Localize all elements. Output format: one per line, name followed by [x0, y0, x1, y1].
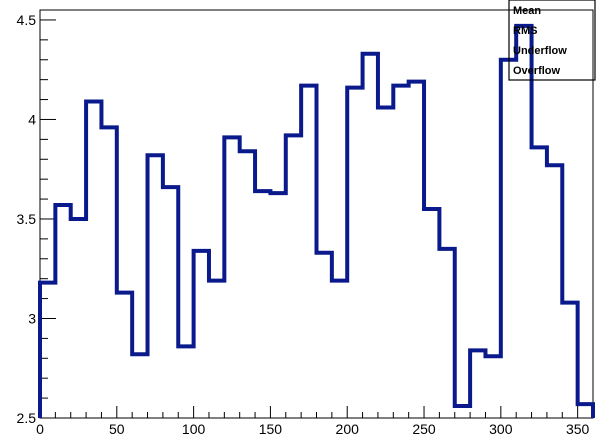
y-tick-label: 4.5 — [17, 12, 37, 28]
x-tick-label: 250 — [412, 421, 436, 437]
stats-box-frame — [508, 0, 596, 81]
stats-box: Mean RMS Underflow Overflow — [508, 0, 596, 81]
y-tick-label: 3 — [28, 310, 36, 326]
x-tick-label: 300 — [489, 421, 513, 437]
x-tick-label: 100 — [182, 421, 206, 437]
x-tick-label: 200 — [336, 421, 360, 437]
series-layer — [38, 23, 595, 418]
stats-label-overflow: Overflow — [513, 65, 561, 77]
stats-label-mean: Mean — [513, 5, 541, 17]
x-tick-label: 350 — [566, 421, 590, 437]
x-tick-label: 50 — [109, 421, 125, 437]
y-axis: 2.5 3 3.5 4 4.5 — [17, 10, 56, 426]
stats-label-underflow: Underflow — [513, 45, 567, 57]
y-tick-label: 4 — [28, 111, 36, 127]
histogram-outline — [38, 23, 595, 418]
x-tick-label: 0 — [36, 421, 44, 437]
stats-label-rms: RMS — [513, 25, 537, 37]
x-axis: 0 50 100 150 200 250 300 350 — [36, 406, 594, 437]
x-tick-label: 150 — [259, 421, 283, 437]
y-tick-label: 3.5 — [17, 211, 37, 227]
y-tick-label: 2.5 — [17, 410, 37, 426]
